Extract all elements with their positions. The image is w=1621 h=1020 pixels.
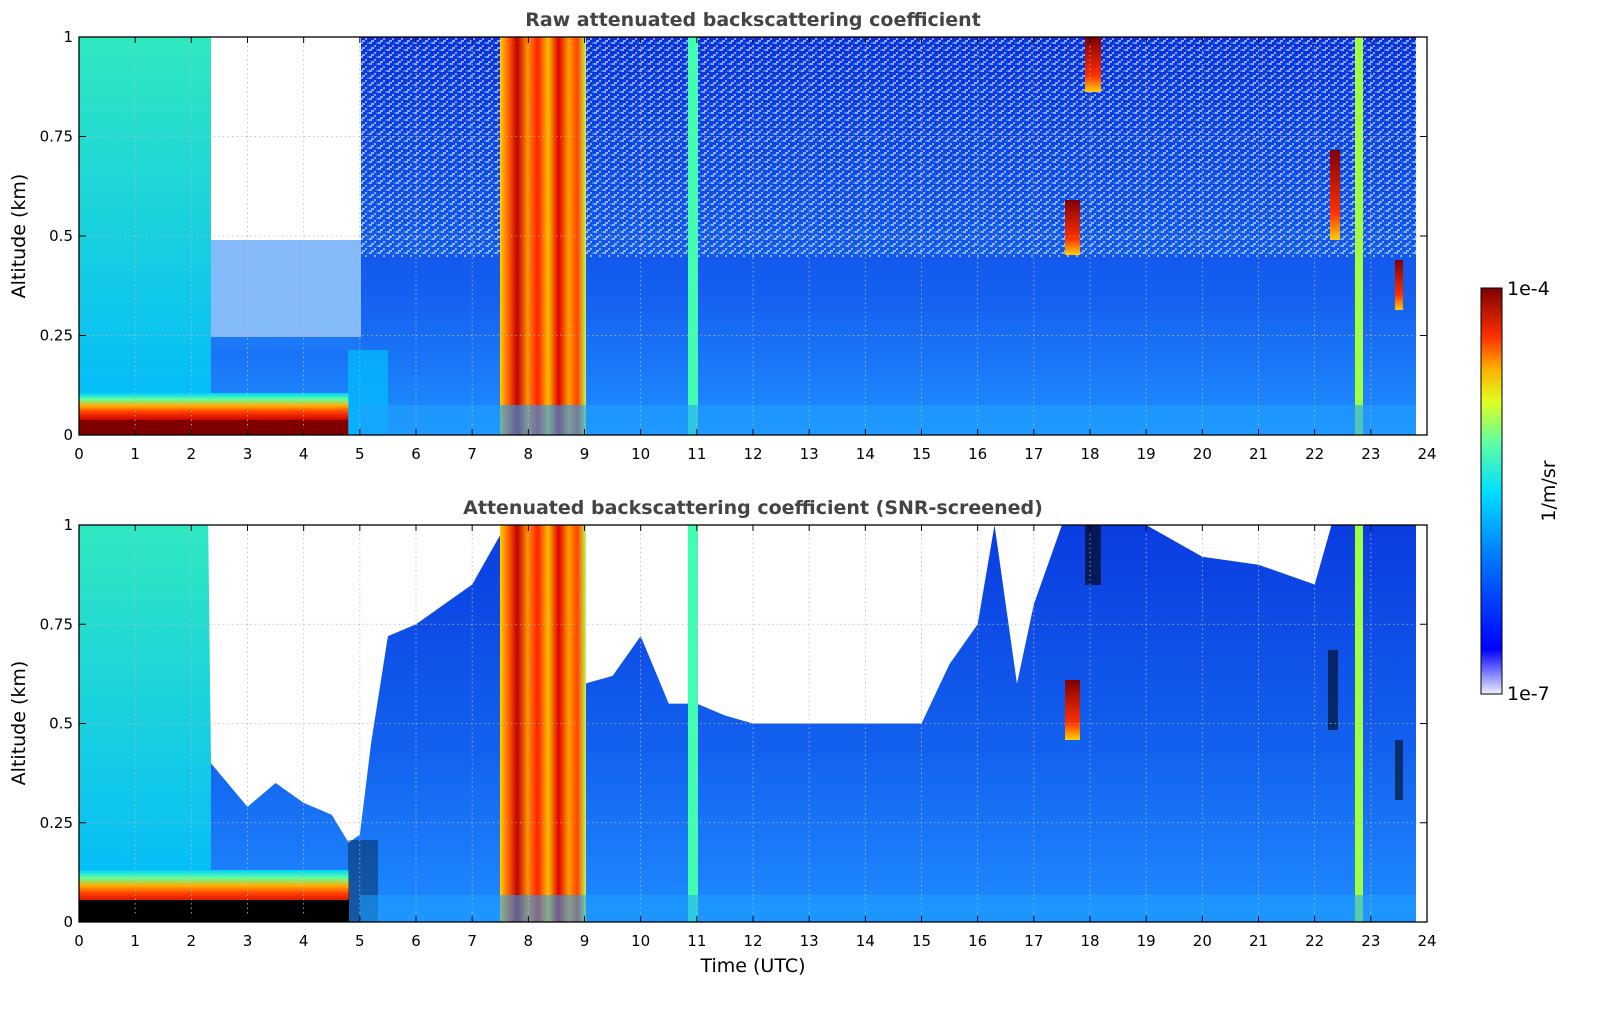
grid: [79, 525, 1427, 922]
x-tick-label: 4: [299, 445, 309, 463]
x-tick-label: 21: [1249, 932, 1268, 950]
x-tick-label: 24: [1417, 445, 1436, 463]
x-tick-label: 20: [1193, 445, 1212, 463]
colorbar-min-label: 1e-7: [1507, 683, 1550, 705]
raw-backscatter-panel: Raw attenuated backscattering coefficien…: [8, 9, 1437, 463]
x-tick-label: 6: [411, 932, 421, 950]
heatmap-field: [79, 37, 1427, 435]
screened-region: [79, 525, 1416, 843]
x-tick-label: 0: [74, 932, 84, 950]
grid: [79, 37, 1427, 435]
x-tick-label: 5: [355, 932, 365, 950]
x-tick-label: 13: [800, 445, 819, 463]
x-tick-label: 3: [243, 445, 253, 463]
y-tick-label: 0: [63, 913, 73, 931]
x-tick-label: 22: [1305, 445, 1324, 463]
y-tick-label: 0: [63, 426, 73, 444]
x-tick-label: 0: [74, 445, 84, 463]
x-tick-label: 18: [1080, 445, 1099, 463]
x-tick-label: 12: [743, 445, 762, 463]
colorbar: 1e-4 1e-7 1/m/sr: [1480, 278, 1560, 705]
panel-title: Raw attenuated backscattering coefficien…: [525, 9, 981, 31]
y-tick-label: 0.75: [40, 128, 73, 146]
y-tick-label: 0.25: [40, 327, 73, 345]
x-tick-label: 10: [631, 445, 650, 463]
x-tick-label: 20: [1193, 932, 1212, 950]
y-tick-label: 1: [63, 516, 73, 534]
y-axis: 0 0.25 0.5 0.75 1: [40, 516, 1427, 931]
y-tick-label: 0.5: [49, 227, 73, 245]
y-axis-label: Altitude (km): [8, 174, 30, 299]
screened-backscatter-panel: Attenuated backscattering coefficient (S…: [8, 497, 1437, 977]
x-axis: 0 1 2 3 4 5 6 7 8 9 10 11 12 13 14 15 16 17 18 19 20 21 22 23 24: [74, 525, 1437, 950]
x-tick-label: 9: [580, 445, 590, 463]
x-tick-label: 1: [130, 932, 140, 950]
x-tick-label: 23: [1361, 445, 1380, 463]
x-axis: 0 1 2 3 4 5 6 7 8 9 10 11 12 13 14 15 16 17 18 19 20 21 22 23 24: [74, 37, 1437, 463]
y-tick-label: 1: [63, 28, 73, 46]
panel-title: Attenuated backscattering coefficient (S…: [463, 497, 1043, 519]
x-tick-label: 9: [580, 932, 590, 950]
x-tick-label: 24: [1417, 932, 1436, 950]
x-tick-label: 11: [687, 445, 706, 463]
x-axis-label: Time (UTC): [699, 955, 805, 977]
x-tick-label: 19: [1137, 445, 1156, 463]
x-tick-label: 11: [687, 932, 706, 950]
x-tick-label: 4: [299, 932, 309, 950]
colorbar-label: 1/m/sr: [1538, 460, 1560, 521]
y-tick-label: 0.25: [40, 814, 73, 832]
y-axis-label: Altitude (km): [8, 661, 30, 786]
x-tick-label: 1: [130, 445, 140, 463]
x-tick-label: 17: [1024, 932, 1043, 950]
x-tick-label: 16: [968, 445, 987, 463]
x-tick-label: 5: [355, 445, 365, 463]
x-tick-label: 18: [1080, 932, 1099, 950]
x-tick-label: 3: [243, 932, 253, 950]
y-tick-label: 0.5: [49, 715, 73, 733]
x-tick-label: 19: [1137, 932, 1156, 950]
x-tick-label: 7: [467, 445, 477, 463]
x-tick-label: 21: [1249, 445, 1268, 463]
x-tick-label: 16: [968, 932, 987, 950]
x-tick-label: 22: [1305, 932, 1324, 950]
x-tick-label: 8: [524, 932, 534, 950]
x-tick-label: 7: [467, 932, 477, 950]
x-tick-label: 23: [1361, 932, 1380, 950]
x-tick-label: 6: [411, 445, 421, 463]
x-tick-label: 10: [631, 932, 650, 950]
colorbar-gradient: [1480, 287, 1503, 695]
x-tick-label: 14: [856, 445, 875, 463]
x-tick-label: 2: [187, 445, 197, 463]
x-tick-label: 8: [524, 445, 534, 463]
x-tick-label: 12: [743, 932, 762, 950]
x-tick-label: 15: [912, 445, 931, 463]
x-tick-label: 13: [800, 932, 819, 950]
x-tick-label: 2: [187, 932, 197, 950]
colorbar-max-label: 1e-4: [1507, 278, 1550, 300]
y-tick-label: 0.75: [40, 615, 73, 633]
x-tick-label: 14: [856, 932, 875, 950]
y-axis: 0 0.25 0.5 0.75 1: [40, 28, 1427, 444]
x-tick-label: 17: [1024, 445, 1043, 463]
x-tick-label: 15: [912, 932, 931, 950]
